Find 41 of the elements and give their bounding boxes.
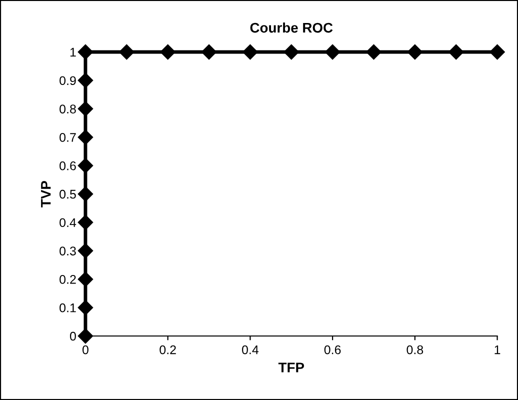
x-tick-label: 1 <box>494 345 500 354</box>
point <box>78 243 94 258</box>
y-tick-label: 0.6 <box>60 161 76 170</box>
point <box>119 44 134 60</box>
y-tick-label: 0.3 <box>60 246 76 256</box>
point <box>448 44 464 60</box>
point <box>78 328 94 344</box>
y-tick-label: 0.9 <box>60 76 76 86</box>
point <box>407 44 422 60</box>
point <box>284 44 299 60</box>
chart-title: Courbe ROC <box>250 22 333 33</box>
x-tick-label: 0.8 <box>406 345 424 354</box>
point <box>201 44 217 60</box>
point <box>78 130 94 145</box>
point <box>366 44 382 60</box>
x-tick-label: 0.2 <box>160 345 176 354</box>
point <box>324 44 340 60</box>
x-axis-title: TFP <box>278 362 304 372</box>
point <box>78 300 94 316</box>
point <box>242 44 258 60</box>
point <box>78 186 94 202</box>
x-tick-label: 0.4 <box>242 345 259 354</box>
point <box>160 44 176 60</box>
point <box>78 272 94 287</box>
y-tick-label: 0.1 <box>60 303 76 312</box>
point <box>78 72 94 88</box>
point <box>78 101 94 116</box>
point <box>78 214 94 230</box>
y-tick-label: 0.8 <box>60 104 76 114</box>
y-tick-label: 1 <box>70 48 76 57</box>
y-tick-label: 0.4 <box>60 218 76 228</box>
x-tick-label: 0 <box>82 345 88 354</box>
y-tick-label: 0.2 <box>60 275 76 284</box>
point <box>78 158 94 174</box>
y-tick-label: 0 <box>70 332 76 341</box>
point <box>78 44 94 60</box>
y-axis-title: TVP <box>41 180 51 208</box>
y-tick-label: 0.7 <box>60 133 76 142</box>
x-tick-label: 0.6 <box>324 345 341 354</box>
point <box>490 44 505 60</box>
y-tick-label: 0.5 <box>60 190 76 199</box>
